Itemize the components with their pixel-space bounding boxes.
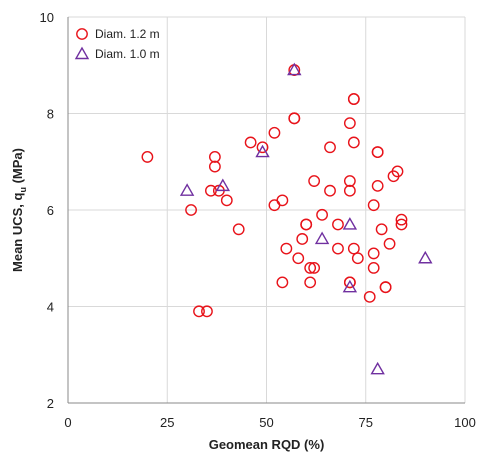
x-tick-label: 50: [259, 415, 273, 430]
y-axis-label-subscript: u: [18, 187, 28, 193]
legend-marker-circle: [76, 28, 88, 40]
data-point-triangle: [255, 144, 270, 158]
data-point-circle: [343, 175, 356, 187]
y-tick-label: 6: [47, 203, 54, 218]
axes: [67, 17, 465, 404]
legend-marker-triangle: [74, 46, 90, 60]
data-point-circle: [208, 151, 221, 163]
data-point-circle: [371, 179, 384, 192]
series-1: [141, 64, 408, 318]
data-point-circle: [343, 117, 356, 130]
y-tick-labels: 2 4 6 8 10: [40, 10, 54, 411]
grid: [67, 16, 466, 404]
legend-label: Diam. 1.0 m: [95, 47, 160, 61]
data-point-circle: [296, 233, 309, 245]
y-tick-label: 8: [47, 107, 54, 122]
data-point-circle: [367, 261, 380, 274]
legend-label: Diam. 1.2 m: [95, 27, 160, 41]
data-point-circle: [324, 141, 336, 154]
data-point-circle: [276, 276, 289, 289]
data-point-triangle: [370, 361, 385, 375]
data-point-circle: [280, 242, 293, 255]
data-point-circle: [324, 184, 336, 197]
x-tick-label: 75: [359, 415, 373, 430]
data-point-circle: [375, 223, 388, 236]
data-point-circle: [383, 237, 396, 250]
data-point-circle: [193, 305, 205, 318]
data-point-circle: [232, 223, 245, 236]
data-point-circle: [208, 160, 221, 173]
data-point-circle: [316, 208, 328, 221]
data-point-circle: [332, 218, 344, 231]
data-point-circle: [185, 204, 197, 216]
data-point-circle: [395, 213, 408, 226]
data-point-circle: [288, 112, 301, 125]
data-point-triangle: [342, 217, 358, 230]
x-tick-label: 0: [64, 415, 71, 430]
data-point-circle: [347, 93, 360, 105]
data-point-triangle: [418, 250, 433, 264]
data-point-circle: [268, 199, 281, 212]
y-axis-label: Mean UCS, qu (MPa): [10, 148, 28, 272]
data-point-circle: [351, 252, 364, 265]
legend: Diam. 1.2 m Diam. 1.0 m: [74, 27, 160, 61]
data-point-circle: [308, 261, 321, 274]
data-point-circle: [379, 281, 392, 294]
data-point-circle: [343, 184, 356, 197]
data-point-triangle: [342, 279, 358, 293]
data-point-circle: [244, 136, 257, 149]
x-tick-label: 100: [454, 415, 476, 430]
data-point-circle: [347, 242, 360, 255]
x-axis-label: Geomean RQD (%): [209, 437, 325, 452]
data-point-circle: [304, 261, 317, 274]
data-point-circle: [332, 242, 344, 255]
data-point-circle: [395, 218, 408, 231]
data-point-circle: [220, 194, 233, 207]
data-point-circle: [300, 218, 313, 231]
y-axis-label-unit: (MPa): [10, 148, 25, 187]
x-tick-label: 25: [160, 415, 174, 430]
y-tick-label: 4: [47, 300, 54, 315]
data-point-circle: [391, 165, 404, 178]
data-point-triangle: [314, 231, 330, 245]
y-axis-label-main: Mean UCS, q: [10, 192, 25, 272]
data-point-triangle: [287, 62, 302, 76]
data-point-circle: [371, 146, 384, 159]
data-point-triangle: [215, 178, 231, 192]
x-tick-labels: 0 25 50 75 100: [64, 415, 475, 430]
y-tick-label: 10: [40, 10, 54, 25]
series-2: [179, 62, 433, 375]
data-point-circle: [347, 136, 360, 149]
data-point-circle: [308, 175, 321, 187]
data-point-circle: [343, 276, 356, 289]
data-point-circle: [292, 252, 305, 265]
data-point-circle: [268, 126, 281, 139]
data-point-circle: [304, 276, 317, 289]
data-point-circle: [141, 151, 154, 163]
data-point-circle: [276, 194, 289, 207]
data-point-circle: [363, 290, 376, 303]
data-point-triangle: [179, 183, 195, 196]
data-point-circle: [367, 247, 380, 260]
data-points: [141, 62, 433, 375]
data-point-circle: [367, 199, 380, 212]
data-point-circle: [201, 305, 213, 318]
y-tick-label: 2: [47, 396, 54, 411]
data-point-circle: [256, 141, 269, 154]
